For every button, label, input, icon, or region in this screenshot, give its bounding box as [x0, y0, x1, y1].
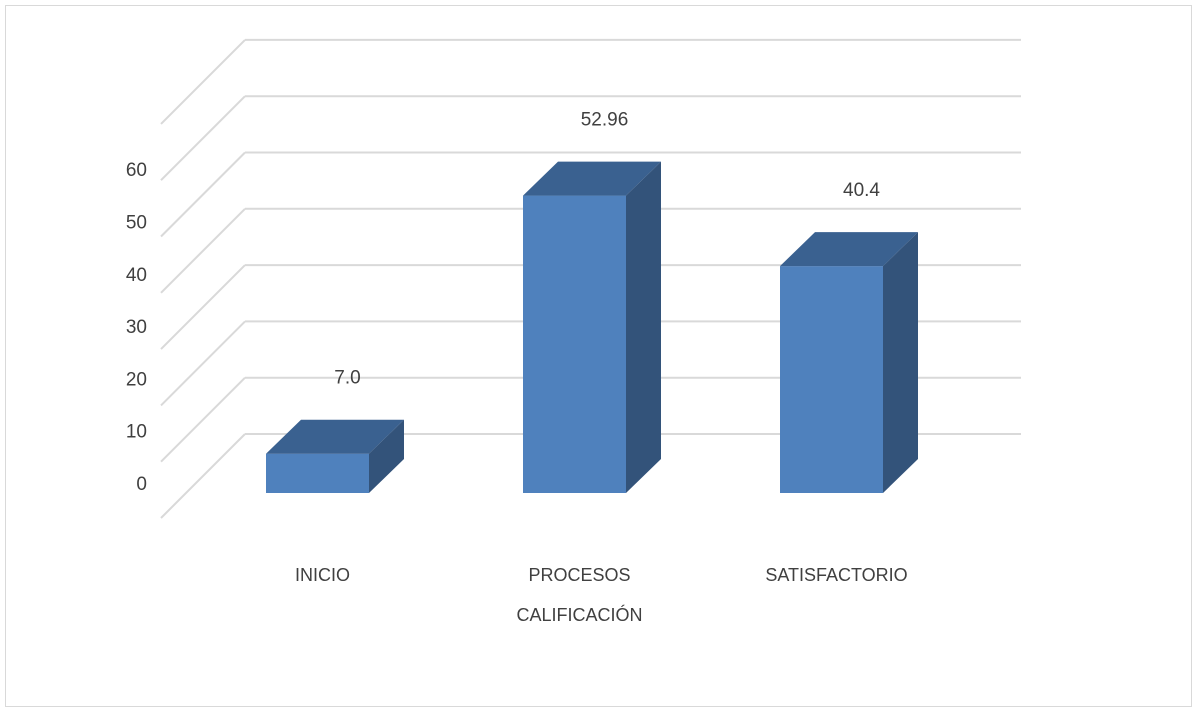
y-tick-label: 40 [126, 265, 147, 286]
side-gridline [160, 433, 246, 519]
bar [523, 195, 626, 493]
category-label: INICIO [295, 565, 350, 585]
bar-chart: 0 10 20 30 40 50 60 7.0 INICIO 52.96 PROCESOS CALIF… [126, 38, 1021, 625]
category-label: SATISFACTORIO [765, 565, 907, 585]
bar-top-face [266, 419, 404, 454]
side-gridline [160, 95, 246, 181]
bar-top-face [780, 232, 918, 267]
category-label: CALIFICACIÓN [516, 604, 642, 625]
bar-side-face [626, 161, 661, 493]
y-tick-label: 50 [126, 213, 147, 234]
y-tick-label: 30 [126, 317, 147, 338]
y-tick-label: 20 [126, 369, 147, 390]
data-label: 40.4 [843, 180, 880, 201]
side-gridline [160, 39, 246, 125]
data-label: 52.96 [581, 110, 629, 131]
bar-side-face [369, 419, 404, 493]
side-gridline [160, 264, 246, 350]
bar-side-face [883, 232, 918, 494]
y-tick-label: 60 [126, 160, 147, 181]
bar [780, 266, 883, 493]
bar-top-face [523, 161, 661, 196]
data-label: 7.0 [334, 368, 360, 389]
side-gridline [160, 320, 246, 407]
y-tick-label: 0 [136, 474, 147, 495]
side-gridline [160, 151, 246, 238]
side-gridline [160, 376, 246, 463]
bar [266, 453, 369, 493]
y-tick-label: 10 [126, 422, 147, 443]
side-gridline [160, 208, 246, 294]
category-label: PROCESOS [528, 565, 630, 585]
chart-frame: 0 10 20 30 40 50 60 7.0 INICIO 52.96 PROCESOS CALIF… [5, 5, 1192, 707]
